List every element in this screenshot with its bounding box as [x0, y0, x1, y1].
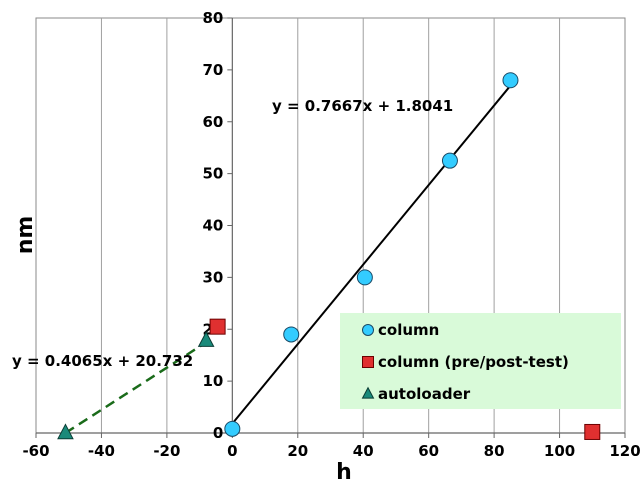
point-column-1	[283, 326, 300, 343]
x-tick-label-80: 80	[484, 442, 505, 460]
y-tick-label-80: 80	[202, 9, 223, 27]
trendline-label-column: y = 0.7667x + 1.8041	[272, 97, 453, 115]
point-column-3	[441, 152, 458, 169]
legend-items: column column (pre/post-test) autoloader	[361, 321, 569, 403]
y-tick-label-40: 40	[202, 217, 223, 235]
point-column-4	[502, 72, 519, 89]
legend-label-column: column	[378, 321, 439, 339]
x-tick-label-60: 60	[418, 442, 439, 460]
y-tick-label-10: 10	[202, 372, 223, 390]
trendlines	[64, 84, 512, 435]
x-tick-label--60: -60	[22, 442, 49, 460]
point-autoloader-0	[57, 423, 74, 440]
x-tick-label--40: -40	[88, 442, 115, 460]
legend-marker-column	[362, 324, 374, 336]
legend-marker-autoloader	[361, 386, 375, 399]
x-tick-label-100: 100	[544, 442, 575, 460]
legend-label-autoloader: autoloader	[378, 385, 471, 403]
y-tick-label-70: 70	[202, 61, 223, 79]
y-tick-label-50: 50	[202, 165, 223, 183]
data-points	[57, 72, 601, 440]
x-tick-label-40: 40	[353, 442, 374, 460]
y-axis-title: nm	[13, 216, 38, 255]
trendline-label-autoloader: y = 0.4065x + 20.732	[12, 352, 193, 370]
point-autoloader-1	[197, 331, 215, 347]
legend-marker-column-pre-post-test	[362, 356, 374, 368]
point-column-pre-post-test-1	[584, 423, 601, 440]
legend-label-column-pre-post-test: column (pre/post-test)	[378, 353, 569, 371]
point-column-2	[356, 269, 373, 286]
x-axis-title: h	[336, 460, 352, 483]
legend-box	[340, 313, 621, 409]
x-tick-label-0: 0	[227, 442, 237, 460]
x-tick-labels: -60 -40 -20 0 20 40 60 80 100 120	[22, 442, 640, 460]
y-tick-label-0: 0	[213, 424, 223, 442]
legend: column column (pre/post-test) autoloader	[340, 313, 621, 409]
x-tick-label-120: 120	[609, 442, 640, 460]
y-tick-label-60: 60	[202, 113, 223, 131]
x-tick-label--20: -20	[153, 442, 180, 460]
x-tick-label-20: 20	[287, 442, 308, 460]
point-column-0	[224, 420, 241, 437]
y-tick-label-30: 30	[202, 268, 223, 286]
trendline-autoloader	[64, 341, 207, 435]
point-column-pre-post-test-0	[209, 318, 226, 335]
trendline-column	[231, 84, 512, 425]
y-tick-labels: 01020304050607080	[202, 9, 223, 442]
